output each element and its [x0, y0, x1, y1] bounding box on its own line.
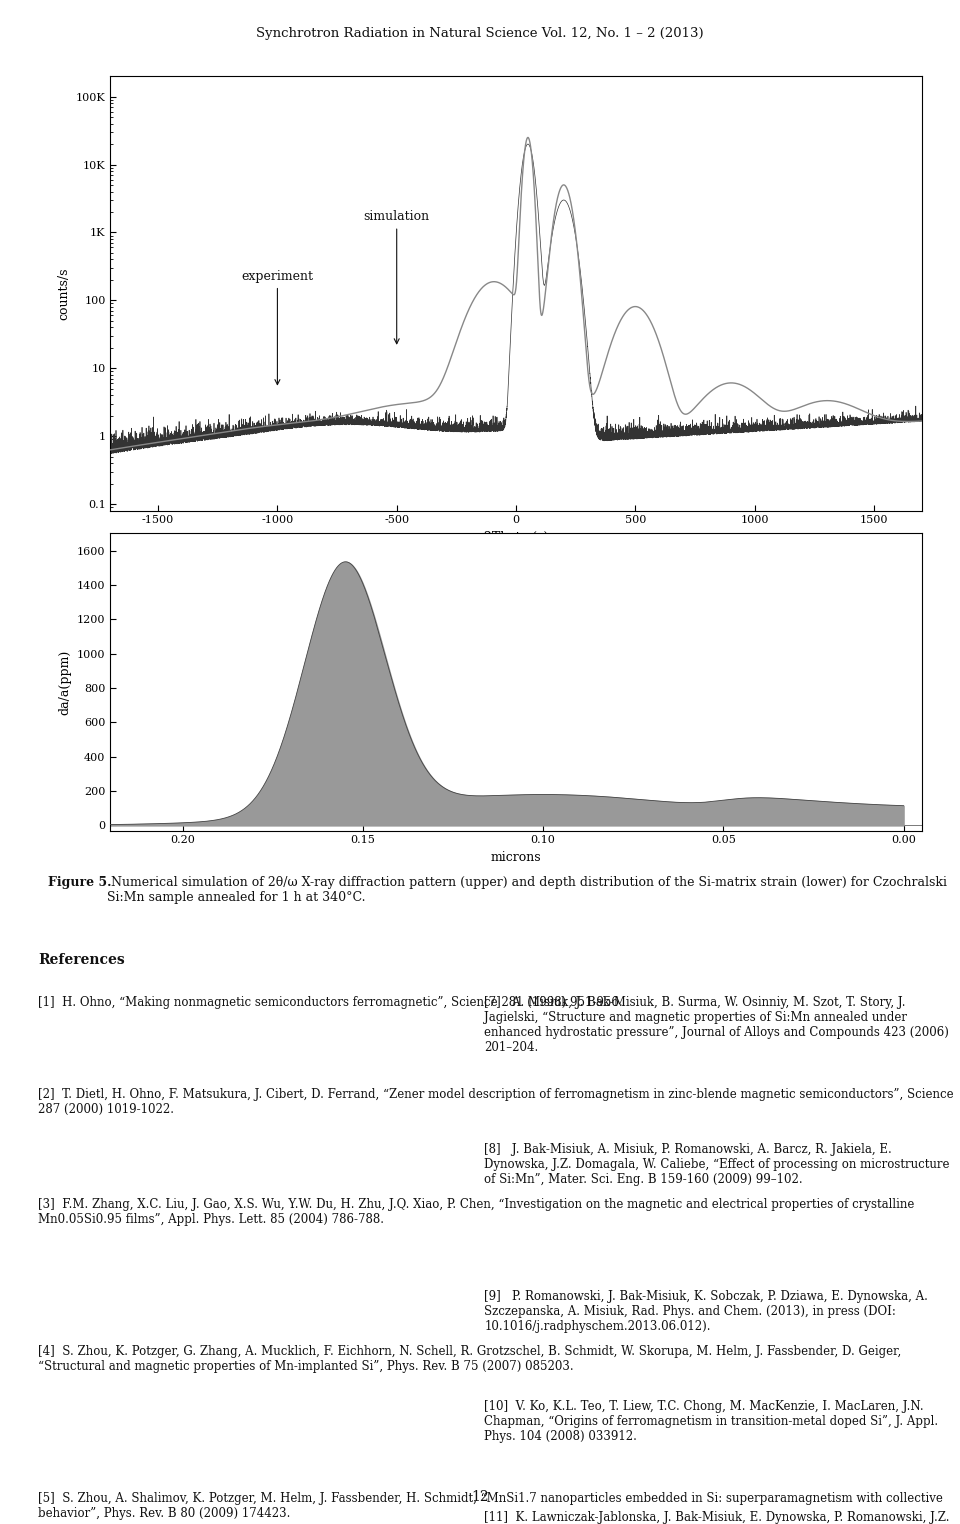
- Text: simulation: simulation: [364, 210, 430, 344]
- Text: [11]  K. Lawniczak-Jablonska, J. Bak-Misiuk, E. Dynowska, P. Romanowski, J.Z. Do: [11] K. Lawniczak-Jablonska, J. Bak-Misi…: [485, 1510, 955, 1524]
- X-axis label: microns: microns: [491, 850, 541, 864]
- Text: [8]   J. Bak-Misiuk, A. Misiuk, P. Romanowski, A. Barcz, R. Jakiela, E. Dynowska: [8] J. Bak-Misiuk, A. Misiuk, P. Romanow…: [485, 1143, 949, 1186]
- Text: [4]  S. Zhou, K. Potzger, G. Zhang, A. Mucklich, F. Eichhorn, N. Schell, R. Grot: [4] S. Zhou, K. Potzger, G. Zhang, A. Mu…: [38, 1346, 901, 1373]
- Text: [7]   A. Misiuk, J. Bak-Misiuk, B. Surma, W. Osinniy, M. Szot, T. Story, J. Jagi: [7] A. Misiuk, J. Bak-Misiuk, B. Surma, …: [485, 995, 949, 1053]
- Y-axis label: da/a(ppm): da/a(ppm): [59, 649, 71, 715]
- Text: Figure 5.: Figure 5.: [48, 876, 111, 890]
- Text: [3]  F.M. Zhang, X.C. Liu, J. Gao, X.S. Wu, Y.W. Du, H. Zhu, J.Q. Xiao, P. Chen,: [3] F.M. Zhang, X.C. Liu, J. Gao, X.S. W…: [38, 1198, 915, 1227]
- Text: experiment: experiment: [241, 270, 313, 384]
- Text: Numerical simulation of 2θ/ω X-ray diffraction pattern (upper) and depth distrib: Numerical simulation of 2θ/ω X-ray diffr…: [107, 876, 947, 904]
- Y-axis label: counts/s: counts/s: [58, 267, 70, 320]
- X-axis label: 2Theta (s): 2Theta (s): [484, 530, 548, 544]
- Text: [5]  S. Zhou, A. Shalimov, K. Potzger, M. Helm, J. Fassbender, H. Schmidt, “MnSi: [5] S. Zhou, A. Shalimov, K. Potzger, M.…: [38, 1492, 944, 1521]
- Text: [1]  H. Ohno, “Making nonmagnetic semiconductors ferromagnetic”, Science 281 (19: [1] H. Ohno, “Making nonmagnetic semicon…: [38, 995, 623, 1009]
- Text: [2]  T. Dietl, H. Ohno, F. Matsukura, J. Cibert, D. Ferrand, “Zener model descri: [2] T. Dietl, H. Ohno, F. Matsukura, J. …: [38, 1088, 954, 1116]
- Text: 12: 12: [471, 1489, 489, 1504]
- Text: [9]   P. Romanowski, J. Bak-Misiuk, K. Sobczak, P. Dziawa, E. Dynowska, A. Szcze: [9] P. Romanowski, J. Bak-Misiuk, K. Sob…: [485, 1291, 928, 1334]
- Text: References: References: [38, 952, 125, 966]
- Text: [10]  V. Ko, K.L. Teo, T. Liew, T.C. Chong, M. MacKenzie, I. MacLaren, J.N. Chap: [10] V. Ko, K.L. Teo, T. Liew, T.C. Chon…: [485, 1401, 939, 1443]
- Text: Synchrotron Radiation in Natural Science Vol. 12, No. 1 – 2 (2013): Synchrotron Radiation in Natural Science…: [256, 27, 704, 40]
